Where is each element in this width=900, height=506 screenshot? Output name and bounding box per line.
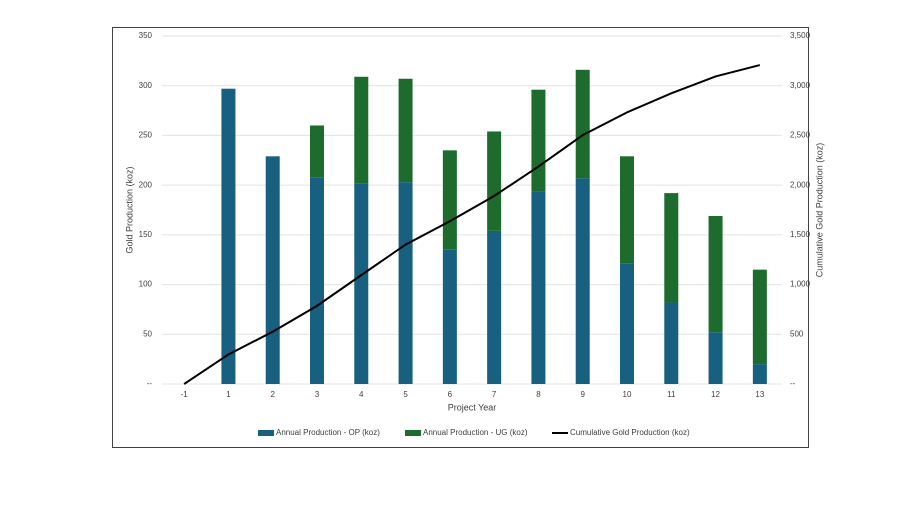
- y2-tick-label: 3,000: [790, 81, 811, 90]
- y2-tick-label: 500: [790, 329, 804, 338]
- y-axis-title: Gold Production (koz): [124, 166, 134, 253]
- x-tick-label: 7: [492, 390, 497, 399]
- legend-label: Cumulative Gold Production (koz): [570, 428, 690, 437]
- x-tick-label: 5: [403, 390, 408, 399]
- bar: [354, 183, 369, 384]
- x-tick-label: 13: [755, 390, 764, 399]
- bar: [487, 131, 502, 231]
- bar: [442, 150, 457, 250]
- y2-tick-label: 2,000: [790, 180, 811, 189]
- legend-swatch: [258, 430, 274, 436]
- y2-tick-label: --: [790, 379, 796, 388]
- legend-swatch: [405, 430, 421, 436]
- bar: [310, 177, 324, 384]
- bar: [575, 178, 590, 384]
- bar: [575, 69, 590, 179]
- bar: [531, 89, 546, 192]
- y-tick-label: 200: [139, 180, 153, 189]
- bar: [664, 193, 679, 303]
- legend-label: Annual Production - UG (koz): [423, 428, 528, 437]
- bar: [398, 78, 413, 183]
- y-tick-label: --: [147, 379, 153, 388]
- y-tick-label: 150: [139, 230, 153, 239]
- bar: [265, 156, 280, 384]
- x-tick-label: 11: [667, 390, 676, 399]
- bar: [221, 88, 236, 384]
- bar: [310, 125, 324, 178]
- bar: [708, 332, 723, 384]
- y2-tick-label: 2,500: [790, 131, 811, 140]
- x-tick-label: 9: [580, 390, 585, 399]
- y-tick-label: 350: [139, 31, 153, 40]
- x-tick-label: 6: [448, 390, 453, 399]
- bar: [487, 230, 502, 384]
- bar: [752, 269, 767, 365]
- x-tick-label: 10: [623, 390, 632, 399]
- legend-label: Annual Production - OP (koz): [276, 428, 380, 437]
- x-tick-label: 12: [711, 390, 720, 399]
- bar: [354, 76, 369, 184]
- y2-axis-title: Cumulative Gold Production (koz): [814, 143, 824, 278]
- y-tick-label: 100: [139, 280, 153, 289]
- bar: [531, 191, 546, 384]
- bar: [752, 364, 767, 384]
- x-tick-label: 8: [536, 390, 541, 399]
- x-axis-title: Project Year: [448, 402, 497, 412]
- x-tick-label: 3: [315, 390, 320, 399]
- x-tick-label: -1: [181, 390, 189, 399]
- y2-tick-label: 1,000: [790, 280, 811, 289]
- bar: [620, 156, 634, 264]
- cumulative-line: [183, 64, 761, 385]
- x-tick-label: 4: [359, 390, 364, 399]
- y-tick-label: 300: [139, 81, 153, 90]
- bar: [442, 249, 457, 384]
- bar: [620, 263, 634, 384]
- bar: [398, 182, 413, 384]
- y-tick-label: 50: [143, 329, 152, 338]
- bar: [708, 215, 723, 333]
- x-tick-label: 1: [226, 390, 231, 399]
- y2-tick-label: 3,500: [790, 31, 811, 40]
- bar: [664, 302, 679, 384]
- y2-tick-label: 1,500: [790, 230, 811, 239]
- y-tick-label: 250: [139, 131, 153, 140]
- x-tick-label: 2: [270, 390, 275, 399]
